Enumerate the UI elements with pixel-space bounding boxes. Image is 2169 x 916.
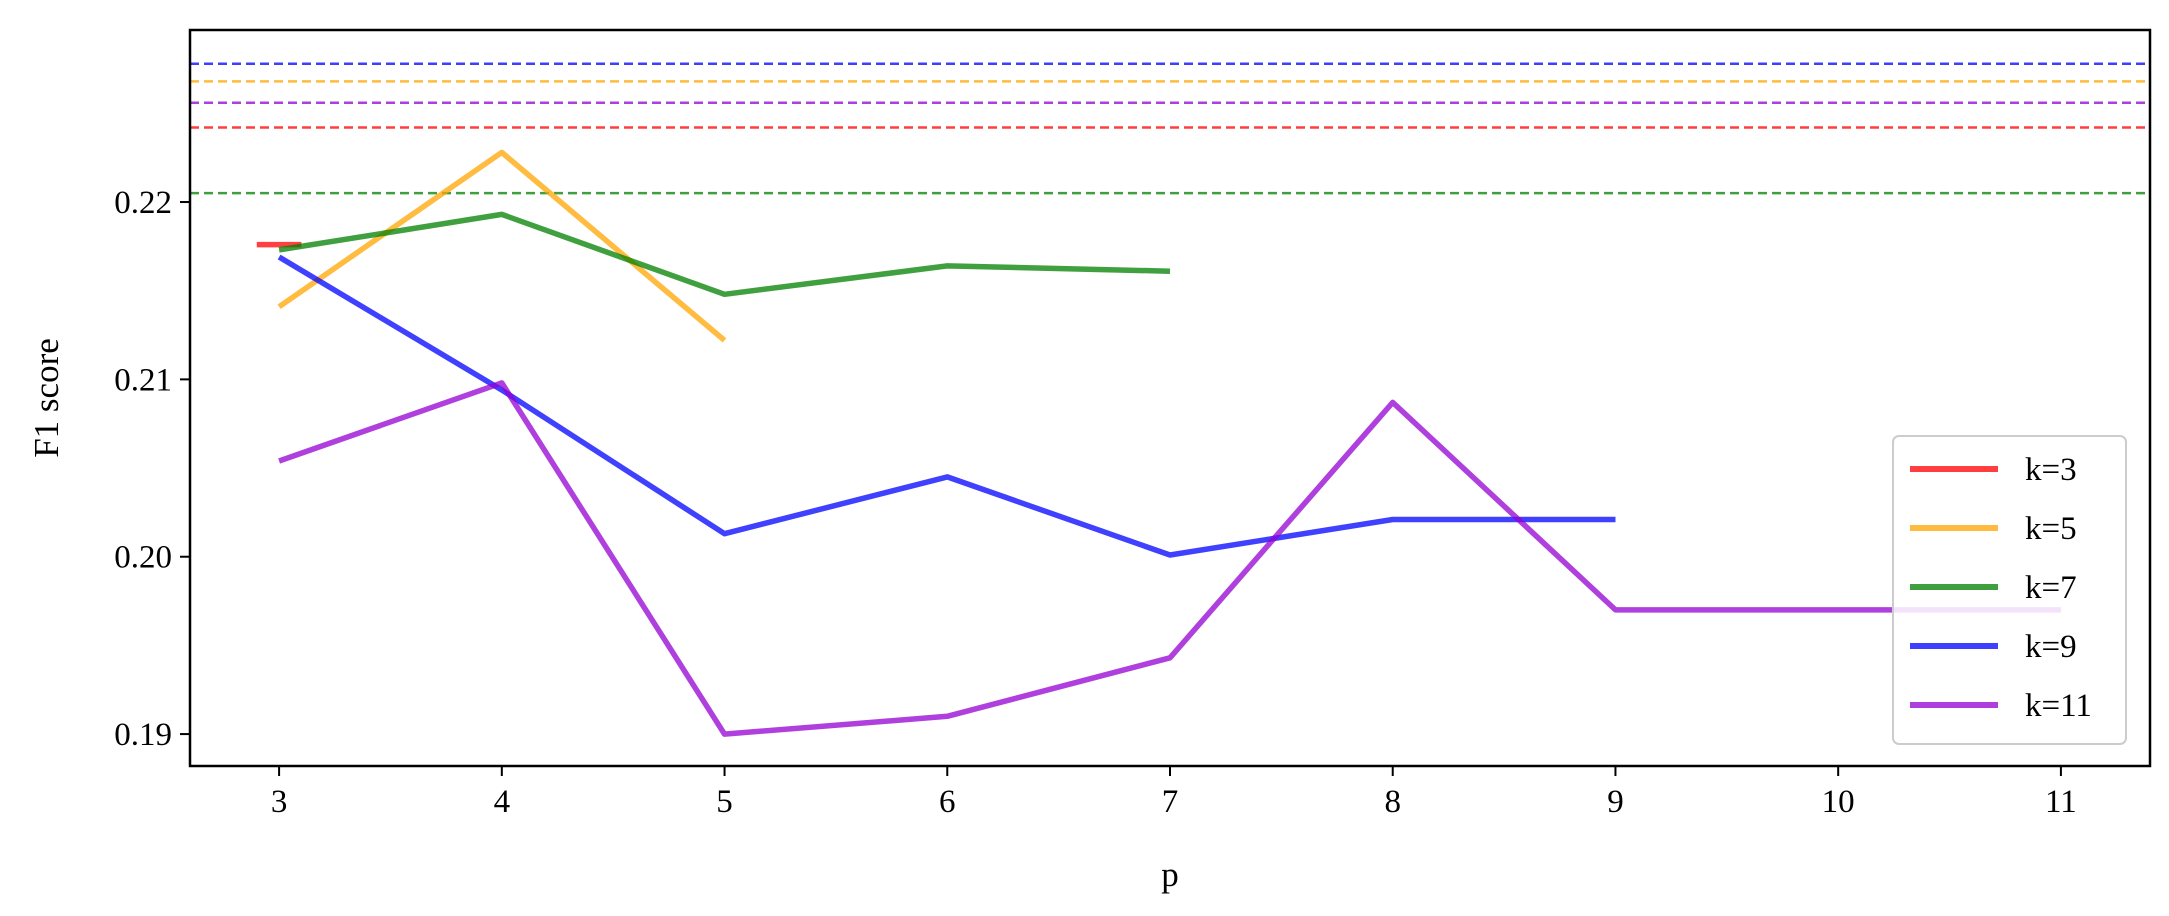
x-tick-label: 6 <box>939 784 956 820</box>
legend-item-k11: k=11 <box>1910 688 2092 724</box>
x-tick-label: 11 <box>2045 784 2077 820</box>
legend: k=3 k=5 k=7 k=9 k=11 <box>1892 435 2127 745</box>
legend-label: k=3 <box>2025 452 2077 488</box>
y-axis-label: F1 score <box>27 338 66 458</box>
y-axis: 0.19 0.20 0.21 0.22 <box>114 185 190 753</box>
series-line-k7 <box>278 211 1171 298</box>
y-tick-label: 0.19 <box>114 717 172 753</box>
x-tick-label: 5 <box>716 784 733 820</box>
x-tick-label: 9 <box>1607 784 1624 820</box>
x-tick-label: 7 <box>1162 784 1179 820</box>
y-tick-label: 0.22 <box>114 185 172 221</box>
x-tick-label: 4 <box>494 784 511 820</box>
x-axis-label: p <box>1161 855 1179 894</box>
y-tick-label: 0.21 <box>114 362 172 398</box>
baseline-group <box>190 62 2150 195</box>
legend-item-k9: k=9 <box>1910 629 2077 665</box>
legend-box <box>1892 435 2127 745</box>
x-tick-label: 8 <box>1384 784 1401 820</box>
legend-label: k=11 <box>2025 688 2092 724</box>
y-tick-label: 0.20 <box>114 540 172 576</box>
legend-label: k=5 <box>2025 511 2077 547</box>
series-line-k11 <box>278 380 2061 737</box>
series-line-k9 <box>277 254 1616 558</box>
legend-item-k3: k=3 <box>1910 452 2077 488</box>
legend-label: k=7 <box>2025 570 2077 606</box>
legend-item-k5: k=5 <box>1910 511 2077 547</box>
x-tick-label: 10 <box>1822 784 1855 820</box>
series-line-k5 <box>277 149 727 343</box>
x-tick-label: 3 <box>271 784 288 820</box>
legend-item-k7: k=7 <box>1910 570 2077 606</box>
x-axis: 3 4 5 6 7 8 9 10 11 <box>271 766 2077 820</box>
series-group <box>256 149 2061 737</box>
legend-label: k=9 <box>2025 629 2077 665</box>
